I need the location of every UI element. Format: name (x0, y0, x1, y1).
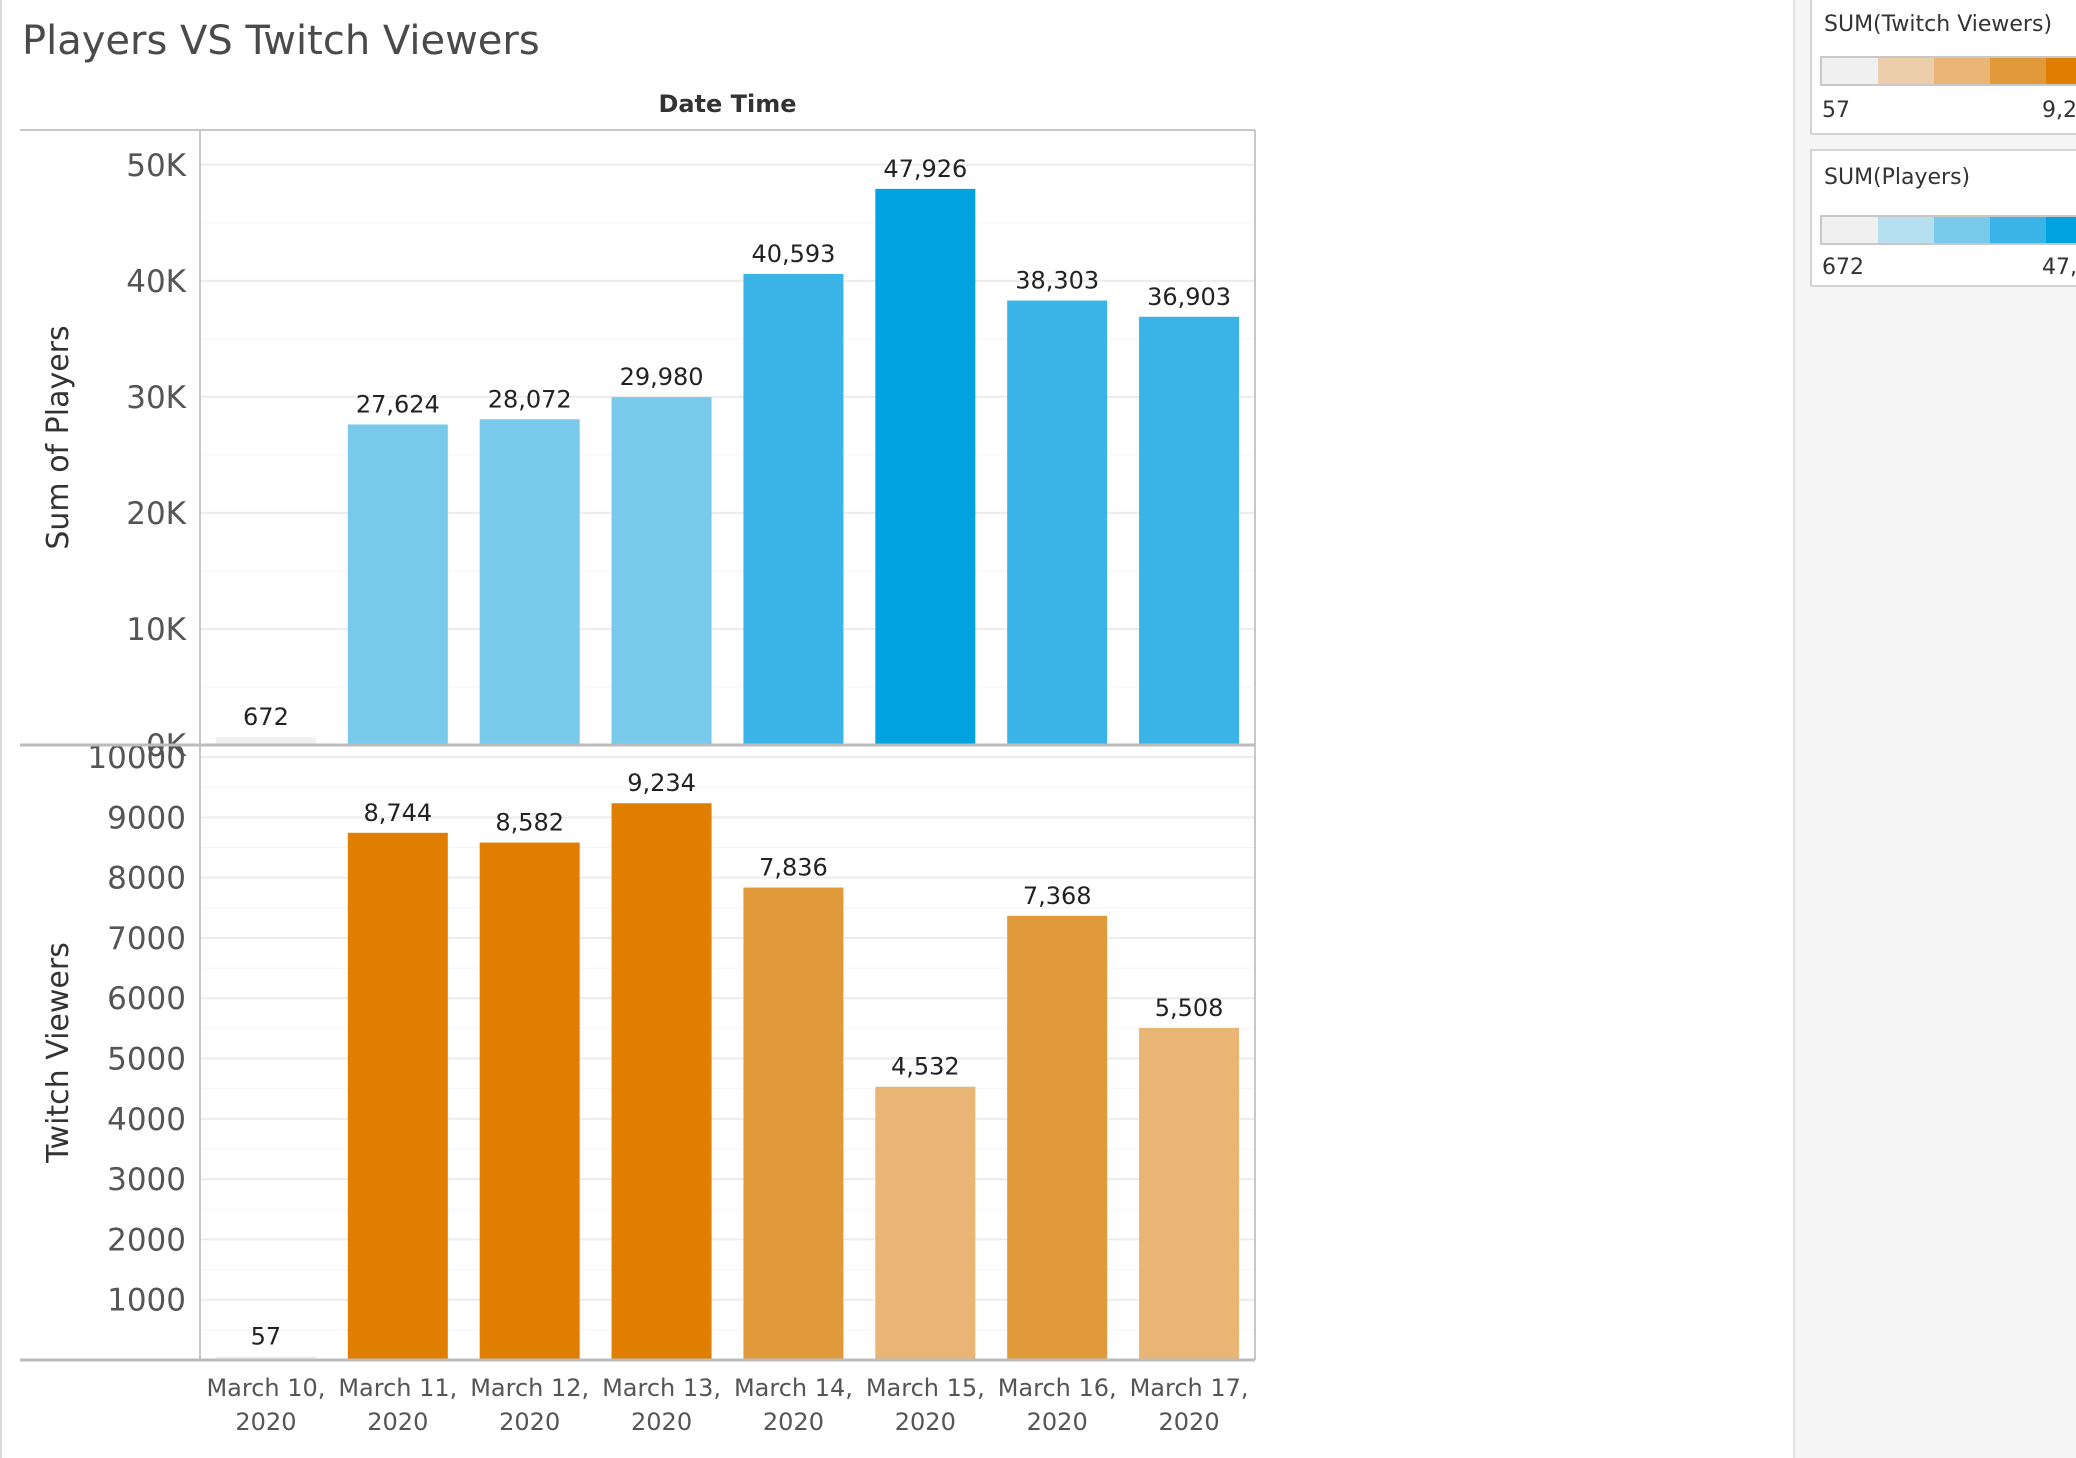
data-label: 7,368 (1023, 882, 1092, 910)
y-tick-label: 1000 (107, 1283, 186, 1319)
column-header: Date Time (658, 90, 796, 118)
y-tick-label: 40K (126, 264, 186, 300)
legend-panel: SUM(Twitch Viewers) 57 9,2 SUM(Players) … (1793, 0, 2076, 1458)
data-label: 8,582 (495, 809, 564, 837)
bar (611, 397, 712, 745)
bar (1007, 300, 1108, 745)
x-tick-label: 2020 (235, 1408, 296, 1436)
bar (347, 832, 448, 1360)
legend-swatch (1878, 217, 1934, 243)
x-tick-label: 2020 (1159, 1408, 1220, 1436)
y-tick-label: 8000 (107, 861, 186, 897)
data-label: 4,532 (891, 1053, 960, 1081)
data-label: 57 (251, 1323, 282, 1351)
y-tick-label: 3000 (107, 1162, 186, 1198)
bar (1139, 1027, 1240, 1360)
data-label: 672 (243, 703, 289, 731)
y-tick-label: 2000 (107, 1222, 186, 1258)
legend-swatch (1934, 217, 1990, 243)
chart-title: Players VS Twitch Viewers (22, 18, 540, 64)
x-tick-label: March 10, (206, 1374, 325, 1402)
x-tick-label: 2020 (763, 1408, 824, 1436)
dashboard-left-border (0, 0, 2, 1458)
y-tick-label: 6000 (107, 981, 186, 1017)
y-tick-label: 4000 (107, 1102, 186, 1138)
data-label: 27,624 (356, 390, 440, 418)
legend-swatch (1822, 58, 1878, 84)
data-label: 40,593 (751, 240, 835, 268)
x-tick-label: March 17, (1130, 1374, 1249, 1402)
legend-twitch-viewers[interactable]: SUM(Twitch Viewers) 57 9,2 (1810, 0, 2076, 135)
x-tick-label: 2020 (1027, 1408, 1088, 1436)
legend-color-ramp (1820, 56, 2076, 86)
legend-swatch (1878, 58, 1934, 84)
x-tick-label: March 16, (998, 1374, 1117, 1402)
legend-players[interactable]: SUM(Players) 672 47,9 (1810, 149, 2076, 287)
y-tick-label: 10K (126, 612, 186, 648)
bar (347, 424, 448, 745)
legend-swatch (1990, 58, 2046, 84)
bar (1007, 915, 1108, 1360)
legend-max-value: 47,9 (2042, 255, 2076, 280)
y-tick-label: 50K (126, 148, 186, 184)
x-tick-label: March 15, (866, 1374, 985, 1402)
data-label: 5,508 (1155, 994, 1224, 1022)
bar (215, 737, 316, 745)
bar (611, 803, 712, 1360)
data-label: 47,926 (883, 155, 967, 183)
legend-title: SUM(Players) (1824, 165, 1971, 190)
data-label: 28,072 (488, 385, 572, 413)
x-tick-label: 2020 (499, 1408, 560, 1436)
bar (479, 842, 580, 1360)
legend-min-value: 57 (1822, 98, 1850, 123)
legend-min-value: 672 (1822, 255, 1864, 280)
bar (215, 1356, 316, 1360)
x-tick-label: 2020 (367, 1408, 428, 1436)
bar (479, 419, 580, 745)
legend-max-value: 9,2 (2042, 98, 2076, 123)
legend-swatch (2046, 58, 2076, 84)
bar (1139, 316, 1240, 745)
bar (875, 1086, 976, 1360)
y-tick-label: 20K (126, 496, 186, 532)
legend-swatch (2046, 217, 2076, 243)
y-tick-label: 7000 (107, 921, 186, 957)
bar (743, 887, 844, 1360)
legend-swatch (1934, 58, 1990, 84)
y-tick-label: 30K (126, 380, 186, 416)
data-label: 29,980 (620, 363, 704, 391)
data-label: 8,744 (363, 799, 432, 827)
x-tick-label: March 12, (470, 1374, 589, 1402)
data-label: 7,836 (759, 854, 828, 882)
y-tick-label: 5000 (107, 1042, 186, 1078)
y-tick-label: 9000 (107, 800, 186, 836)
y-axis-title: Twitch Viewers (41, 942, 76, 1164)
legend-color-ramp (1820, 215, 2076, 245)
data-label: 38,303 (1015, 267, 1099, 295)
bar (875, 188, 976, 745)
legend-swatch (1990, 217, 2046, 243)
legend-swatch (1822, 217, 1878, 243)
x-tick-label: March 11, (338, 1374, 457, 1402)
data-label: 9,234 (627, 769, 696, 797)
x-tick-label: 2020 (895, 1408, 956, 1436)
x-tick-label: March 13, (602, 1374, 721, 1402)
y-axis-title: Sum of Players (41, 325, 76, 549)
data-label: 36,903 (1147, 283, 1231, 311)
x-tick-label: March 14, (734, 1374, 853, 1402)
x-tick-label: 2020 (631, 1408, 692, 1436)
legend-title: SUM(Twitch Viewers) (1824, 12, 2053, 37)
bar (743, 273, 844, 745)
